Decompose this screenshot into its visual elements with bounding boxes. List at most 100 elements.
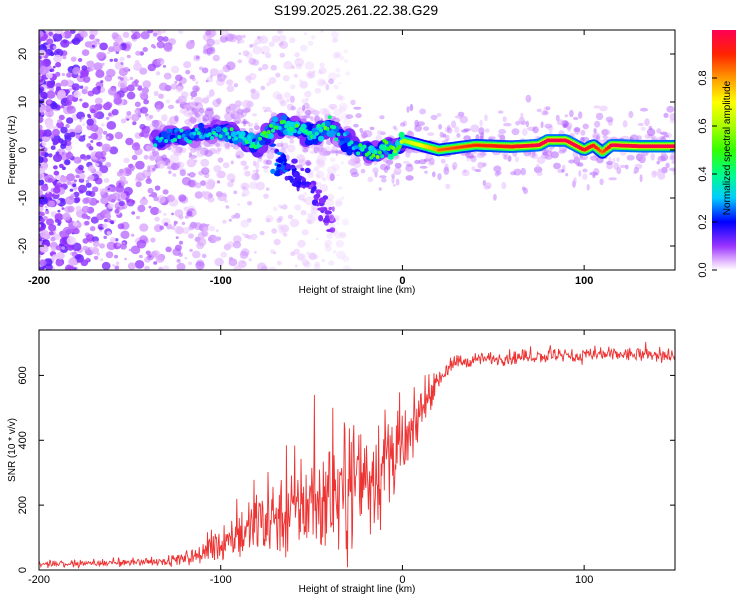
noise-blob [114,265,120,270]
noise-blob [222,162,230,169]
noise-blob [336,222,340,225]
noise-blob [139,132,145,137]
noise-blob [248,72,257,81]
snr-ylabel: SNR (10 * v/v) [7,418,18,482]
noise-blob [151,250,158,258]
branch-blob [311,186,315,194]
haze-blob [605,160,614,165]
ridge-mark [220,131,225,136]
noise-blob [208,234,218,244]
noise-blob [237,203,240,206]
noise-blob [252,169,256,173]
noise-blob [340,232,346,238]
noise-blob [333,51,341,58]
noise-blob [266,152,275,160]
haze-blob [616,157,620,162]
noise-blob [237,59,243,64]
ridge-core [599,149,602,153]
noise-blob [65,89,71,94]
ridge-core [662,145,666,148]
noise-blob [82,102,89,109]
ridge-mark [380,154,385,159]
noise-blob [301,229,309,236]
noise-blob [106,121,117,130]
noise-blob [95,69,105,79]
ridge-core [508,145,511,148]
noise-blob [319,79,326,86]
haze-blob [594,120,601,128]
ridge-core [495,144,499,148]
noise-blob [315,181,322,188]
noise-blob [148,255,152,258]
noise-blob [81,49,90,56]
noise-blob [166,194,175,202]
noise-blob [272,91,282,100]
ridge-core [651,145,655,148]
noise-blob [152,32,158,37]
haze-blob [394,162,402,169]
noise-blob [41,112,45,115]
noise-blob [102,156,105,160]
noise-blob [339,95,345,101]
noise-blob [170,226,175,230]
noise-blob [271,35,280,43]
ridge-core [642,145,646,148]
noise-blob [159,225,165,230]
noise-blob [77,164,84,171]
noise-blob [66,243,75,251]
ridge-core [655,145,659,148]
noise-blob [64,196,75,205]
noise-blob [282,232,288,237]
ridge-core [641,145,644,148]
ridge-mark [284,124,289,129]
noise-blob [50,145,56,150]
haze-blob [168,170,172,174]
noise-blob [216,147,222,152]
noise-blob [304,61,315,70]
haze-blob [555,114,560,122]
noise-blob [130,245,141,255]
ridge-mark [207,132,212,137]
noise-blob [275,72,281,78]
haze-blob [276,142,284,148]
noise-blob [232,235,242,244]
noise-blob [150,192,158,198]
branch-blob [316,202,320,207]
noise-blob [78,184,87,193]
noise-blob [73,191,80,198]
noise-blob [326,193,335,201]
noise-blob [100,80,104,84]
haze-blob [593,128,597,134]
haze-blob [329,150,337,154]
noise-blob [313,166,320,172]
noise-blob [115,261,120,265]
noise-blob [216,170,225,179]
noise-blob [289,162,293,166]
haze-blob [556,119,565,126]
noise-blob [226,79,234,86]
noise-blob [62,212,71,221]
haze-blob [669,155,675,161]
haze-blob [564,114,568,118]
noise-blob [334,231,342,239]
noise-blob [57,119,62,124]
haze-blob [582,173,588,180]
noise-blob [160,61,165,65]
noise-blob [48,153,53,158]
noise-blob [137,204,146,213]
noise-blob [131,81,138,87]
noise-blob [162,265,170,270]
noise-blob [39,104,47,113]
haze-blob [602,129,611,136]
noise-blob [149,155,156,161]
noise-blob [131,154,138,161]
noise-blob [203,226,209,232]
haze-blob [379,175,387,179]
haze-blob [572,116,579,121]
haze-blob [437,173,442,181]
noise-blob [299,79,303,82]
haze-blob [329,173,335,182]
haze-blob [427,132,435,136]
noise-blob [39,88,43,94]
noise-blob [39,66,49,76]
